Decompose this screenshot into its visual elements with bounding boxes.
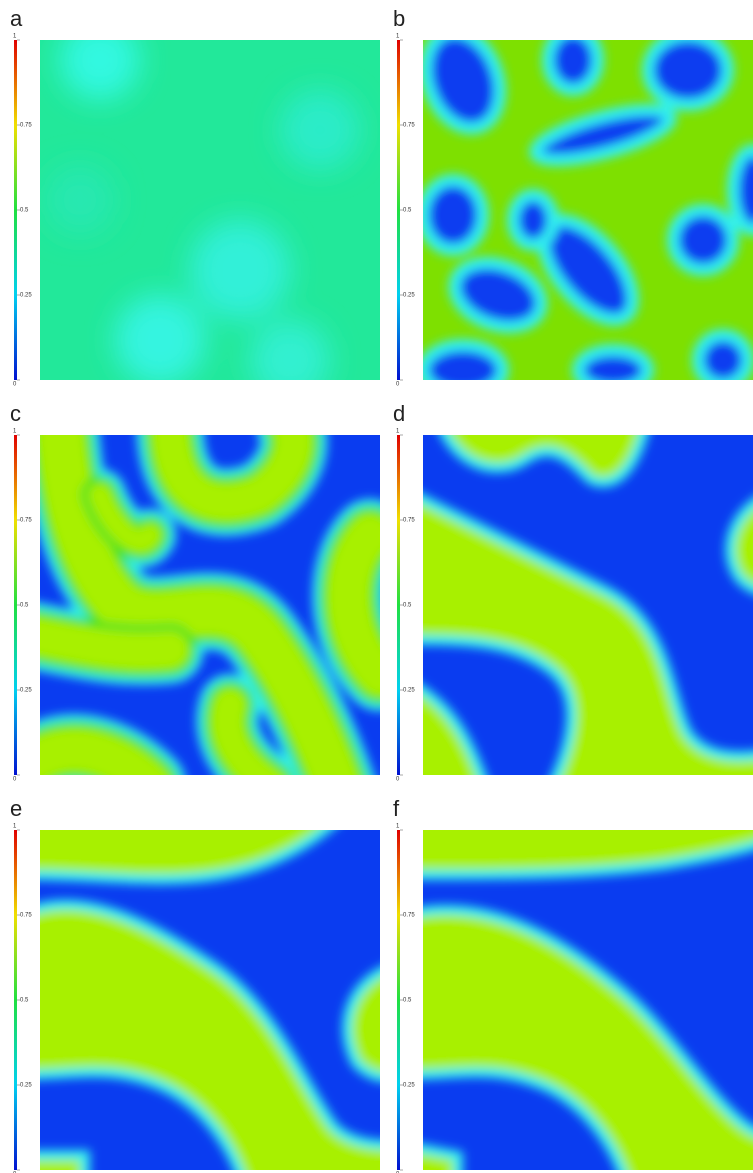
colorbar-tick-label: 0.75 (403, 123, 415, 129)
figure: a 0 0.25 0.5 0.75 1 b 0 0.25 0.5 0.75 1 c 0 0.25 0.5 0.7… (0, 0, 753, 1173)
pattern-edge (423, 180, 483, 250)
field-image (403, 415, 753, 795)
pattern-edge (548, 30, 598, 90)
field-image (20, 20, 400, 400)
colorbar-tick-label: 0.25 (20, 1083, 32, 1089)
pattern-spot (190, 220, 290, 320)
colorbar-tick-label: 1 (396, 429, 400, 435)
colorbar-tick-label: 0 (396, 382, 400, 388)
colorbar (14, 435, 17, 775)
colorbar-tick-label: 0.25 (403, 1083, 415, 1089)
colorbar-tick-label: 0.5 (20, 998, 29, 1004)
pattern-edge (423, 345, 503, 395)
pattern-spot (115, 295, 205, 385)
colorbar-tick-label: 1 (13, 34, 17, 40)
colorbar-tick-label: 0.5 (403, 998, 412, 1004)
panel-label: d (393, 401, 405, 426)
colorbar-tick-label: 0.5 (20, 603, 29, 609)
colorbar-tick-label: 1 (396, 824, 400, 830)
colorbar (397, 435, 400, 775)
colorbar-tick-label: 0.5 (403, 208, 412, 214)
pattern-spot (60, 20, 140, 100)
field-image (403, 810, 753, 1173)
colorbar-tick-label: 0.25 (20, 293, 32, 299)
colorbar-tick-label: 0.75 (20, 913, 32, 919)
colorbar-tick-label: 1 (13, 429, 17, 435)
pattern-band (30, 750, 150, 785)
colorbar-tick-label: 0.25 (403, 688, 415, 694)
panel-label: b (393, 6, 405, 31)
field-image (403, 20, 753, 400)
colorbar-tick-label: 1 (396, 34, 400, 40)
colorbar-tick-label: 0.75 (403, 518, 415, 524)
pattern-band (30, 635, 170, 651)
panel-label: a (10, 6, 23, 31)
pattern-edge (648, 35, 728, 105)
colorbar-tick-label: 0.75 (403, 913, 415, 919)
colorbar-tick-label: 0.25 (403, 293, 415, 299)
field-image (20, 415, 400, 795)
pattern-edge (733, 150, 753, 230)
panel-label: c (10, 401, 21, 426)
colorbar-tick-label: 0 (13, 777, 17, 783)
colorbar-tick-label: 0.75 (20, 518, 32, 524)
colorbar-tick-label: 0.25 (20, 688, 32, 694)
pattern-region-core (20, 1160, 80, 1173)
colorbar (397, 830, 400, 1170)
colorbar-tick-label: 1 (13, 824, 17, 830)
pattern-spot (45, 165, 115, 235)
colorbar-tick-label: 0.5 (20, 208, 29, 214)
colorbar (397, 40, 400, 380)
colorbar-tick-label: 0.75 (20, 123, 32, 129)
pattern-edge (513, 195, 553, 245)
panel-label: e (10, 796, 22, 821)
colorbar-tick-label: 0 (396, 777, 400, 783)
pattern-edge (578, 350, 648, 390)
pattern-edge (698, 335, 748, 385)
pattern-spot (250, 320, 330, 400)
colorbar-tick-label: 0.5 (403, 603, 412, 609)
panel-label: f (393, 796, 400, 821)
colorbar (14, 40, 17, 380)
colorbar (14, 830, 17, 1170)
pattern-edge (673, 210, 733, 270)
colorbar-tick-label: 0 (13, 382, 17, 388)
field-image (20, 810, 400, 1173)
pattern-spot (280, 90, 360, 170)
